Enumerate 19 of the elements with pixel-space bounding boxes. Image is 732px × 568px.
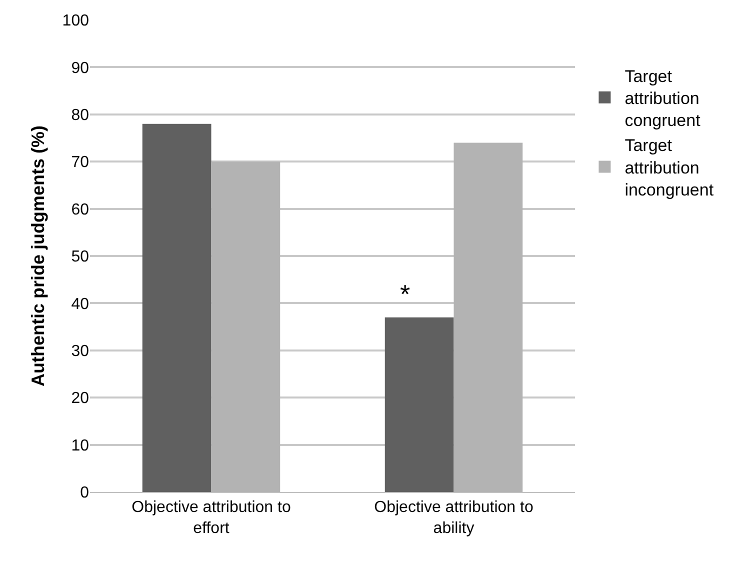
x-tick-label: Objective attribution to effort xyxy=(132,499,291,537)
y-tick-label: 0 xyxy=(80,484,90,502)
y-tick-label: 10 xyxy=(71,437,90,454)
y-tick-label: 40 xyxy=(71,296,90,313)
y-tick-label: 70 xyxy=(71,154,90,172)
y-tick-label: 20 xyxy=(71,390,90,408)
y-tick-label: 60 xyxy=(71,201,90,218)
legend-label: Target attribution incongruent xyxy=(624,136,714,200)
bar xyxy=(142,124,212,492)
x-tick-label: Objective attribution to ability xyxy=(374,499,534,537)
legend-label: Target attribution congruent xyxy=(624,66,701,130)
bar xyxy=(384,317,454,492)
y-tick-label: 50 xyxy=(71,248,90,266)
y-tick-label: 100 xyxy=(62,12,90,30)
y-tick-label: 30 xyxy=(71,343,90,360)
y-axis-title: Authentic pride judgments (%) xyxy=(28,125,48,386)
y-tick-label: 90 xyxy=(71,60,90,77)
y-tick-label: 80 xyxy=(71,107,90,124)
annotation: * xyxy=(400,279,410,309)
